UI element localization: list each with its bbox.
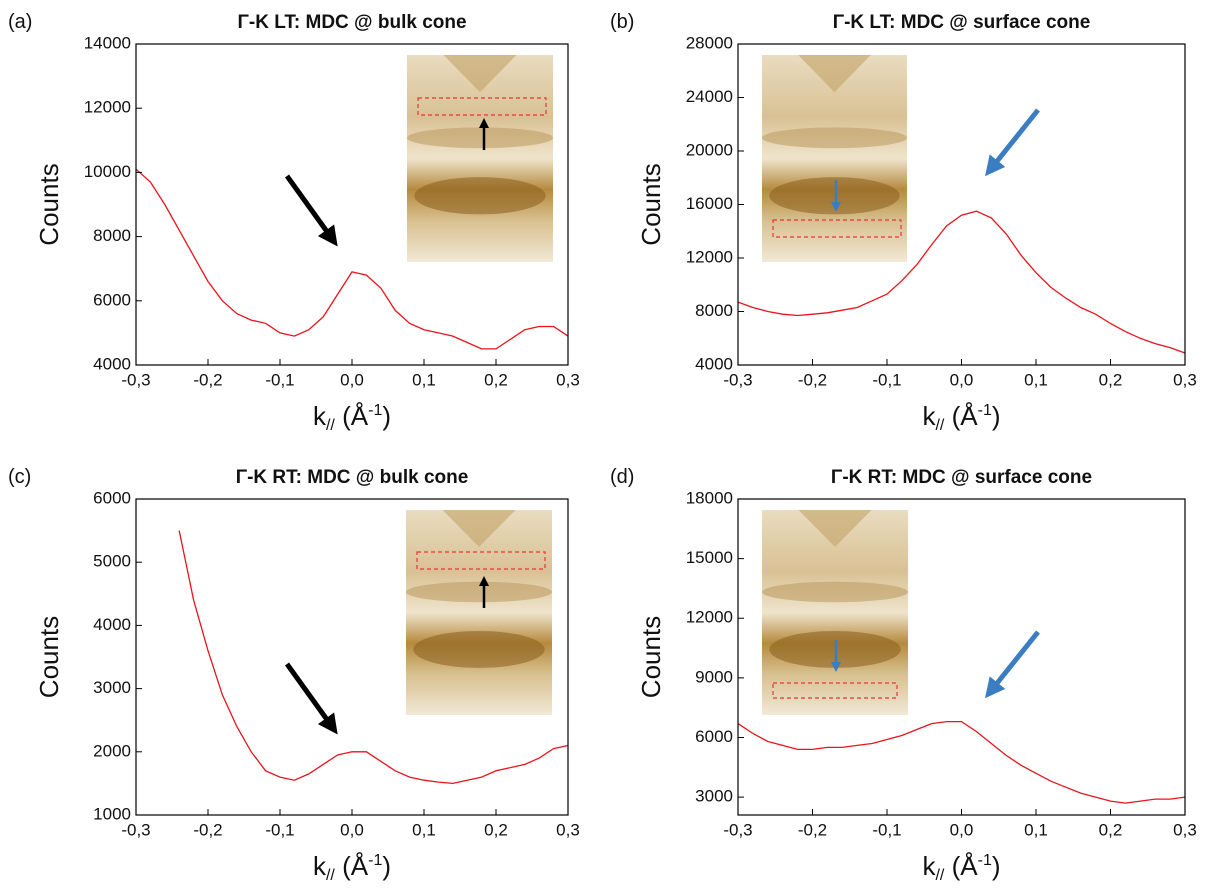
inset-band	[413, 631, 544, 668]
x-tick-label: 0,1	[412, 820, 436, 839]
x-tick-label: 0,2	[484, 820, 508, 839]
x-axis-label-part: )	[382, 851, 391, 881]
y-tick-label: 9000	[695, 667, 733, 686]
y-tick-label: 3000	[93, 678, 131, 697]
x-axis-label: k// (Å-1)	[313, 851, 391, 884]
x-tick-label: 0,2	[484, 370, 508, 389]
y-tick-label: 18000	[686, 488, 733, 507]
x-axis-label-part: (Å	[335, 851, 369, 881]
x-tick-label: 0,3	[556, 820, 580, 839]
y-tick-label: 20000	[686, 140, 733, 159]
chart-title: Γ-K LT: MDC @ surface cone	[833, 12, 1091, 33]
chart-title: Γ-K RT: MDC @ bulk cone	[236, 467, 469, 488]
x-axis-label-part: (Å	[944, 851, 978, 881]
x-tick-label: -0,1	[872, 820, 901, 839]
inset-band	[762, 582, 908, 603]
x-tick-label: 0,0	[340, 820, 364, 839]
x-tick-label: -0,2	[193, 820, 222, 839]
inset-band	[762, 127, 907, 148]
y-tick-label: 3000	[695, 787, 733, 806]
x-tick-label: -0,2	[193, 370, 222, 389]
y-tick-label: 12000	[686, 247, 733, 266]
y-axis-label: Counts	[34, 163, 64, 245]
x-tick-label: 0,1	[1024, 370, 1048, 389]
x-axis-label-part: -1	[368, 402, 382, 419]
pointer-arrow	[990, 632, 1038, 692]
y-tick-label: 14000	[84, 33, 131, 52]
x-tick-label: 0,3	[1173, 820, 1197, 839]
inset-band	[769, 177, 900, 214]
x-tick-label: 0,0	[950, 370, 974, 389]
y-tick-label: 6000	[695, 727, 733, 746]
y-tick-label: 6000	[93, 290, 131, 309]
y-axis-label: Counts	[34, 616, 64, 698]
y-tick-label: 8000	[695, 301, 733, 320]
y-tick-label: 4000	[93, 615, 131, 634]
y-tick-label: 1000	[93, 804, 131, 823]
figure: -0,3 -0,2 -0,1 0,0 0,1 0,2 0,3 4000 6000 8000 1000…	[0, 0, 1209, 896]
inset-band	[414, 177, 545, 214]
x-tick-label: 0,3	[556, 370, 580, 389]
x-tick-label: 0,0	[340, 370, 364, 389]
x-tick-label: 0,2	[1099, 370, 1123, 389]
x-axis-label-part: )	[382, 401, 391, 431]
chart-title: Γ-K RT: MDC @ surface cone	[831, 467, 1092, 488]
x-tick-label: 0,3	[1173, 370, 1197, 389]
y-tick-label: 10000	[84, 162, 131, 181]
y-axis-label: Counts	[636, 616, 666, 698]
x-axis-label-part: )	[992, 401, 1001, 431]
panel-label: (a)	[8, 11, 32, 33]
x-tick-label: 0,2	[1099, 820, 1123, 839]
y-axis-label: Counts	[636, 163, 666, 245]
y-tick-label: 28000	[686, 33, 733, 52]
y-tick-label: 6000	[93, 488, 131, 507]
data-line	[738, 722, 1185, 804]
y-tick-label: 8000	[93, 226, 131, 245]
x-axis-label: k// (Å-1)	[922, 401, 1000, 434]
pointer-arrow	[287, 176, 333, 240]
x-tick-label: 0,1	[412, 370, 436, 389]
x-tick-label: -0,1	[872, 370, 901, 389]
x-axis-label: k// (Å-1)	[922, 851, 1000, 884]
pointer-arrow	[990, 110, 1038, 170]
x-axis-label-part: )	[992, 851, 1001, 881]
x-tick-label: -0,2	[798, 370, 827, 389]
x-axis-label-part: k	[313, 401, 327, 431]
x-tick-label: -0,3	[723, 820, 752, 839]
y-tick-label: 4000	[93, 354, 131, 373]
x-axis-label-part: -1	[978, 402, 992, 419]
panel-label: (d)	[610, 466, 634, 488]
chart-title: Γ-K LT: MDC @ bulk cone	[237, 12, 466, 33]
panel-label: (b)	[610, 11, 634, 33]
y-tick-label: 5000	[93, 552, 131, 571]
x-axis-label-part: (Å	[335, 401, 369, 431]
inset-band	[406, 582, 552, 603]
y-tick-label: 24000	[686, 87, 733, 106]
y-tick-label: 2000	[93, 741, 131, 760]
x-tick-label: -0,2	[798, 820, 827, 839]
x-axis-label-part: k	[922, 851, 936, 881]
y-tick-label: 12000	[686, 608, 733, 627]
x-tick-label: 0,0	[950, 820, 974, 839]
x-axis-label-part: k	[922, 401, 936, 431]
y-tick-label: 4000	[695, 354, 733, 373]
panel-label: (c)	[8, 466, 31, 488]
x-tick-label: -0,1	[265, 820, 294, 839]
pointer-arrow	[287, 664, 333, 728]
x-tick-label: -0,1	[265, 370, 294, 389]
inset-band	[407, 127, 553, 148]
x-axis-label-part: -1	[978, 852, 992, 869]
y-tick-label: 16000	[686, 194, 733, 213]
x-axis-label-part: -1	[368, 852, 382, 869]
x-axis-label-part: (Å	[944, 401, 978, 431]
x-axis-label-part: k	[313, 851, 327, 881]
x-axis-label: k// (Å-1)	[313, 401, 391, 434]
y-tick-label: 15000	[686, 548, 733, 567]
x-tick-label: 0,1	[1024, 820, 1048, 839]
y-tick-label: 12000	[84, 98, 131, 117]
